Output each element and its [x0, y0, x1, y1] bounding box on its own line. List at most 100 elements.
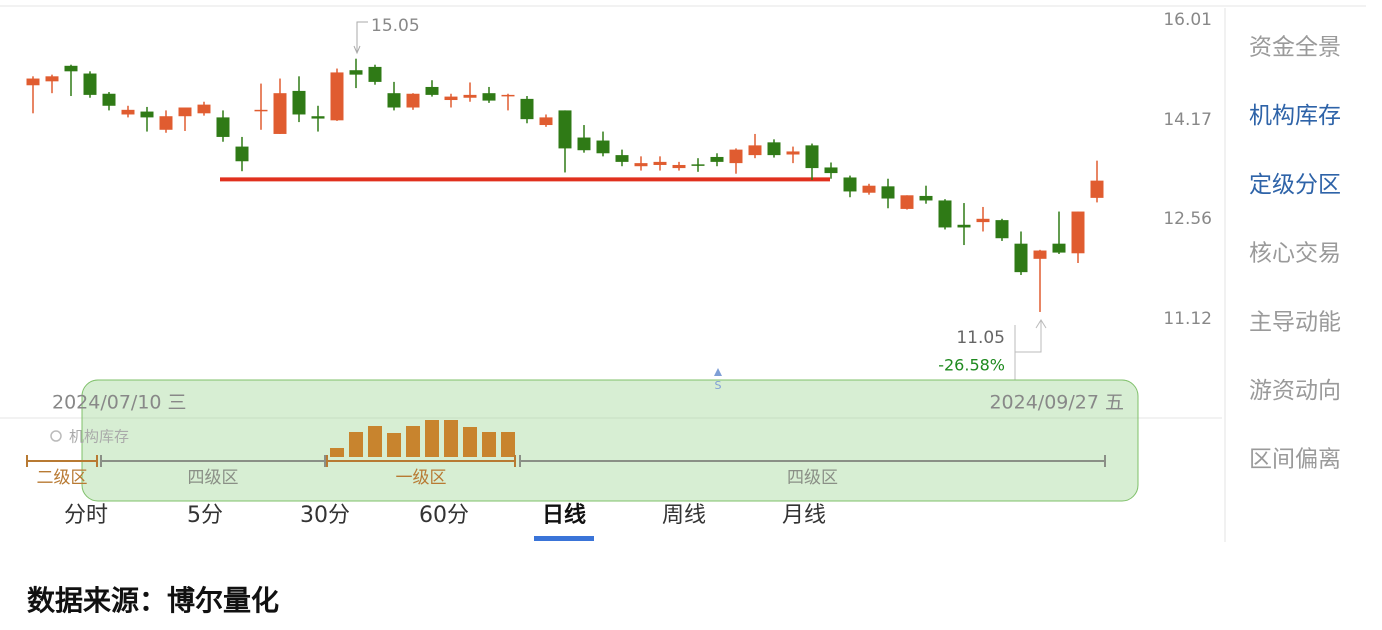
candle-body — [710, 156, 724, 162]
candle-body — [406, 93, 420, 108]
candle-body — [634, 163, 648, 167]
period-tab[interactable]: 日线 — [542, 502, 586, 528]
period-tab[interactable]: 5分 — [187, 503, 223, 528]
period-tab[interactable]: 分时 — [64, 503, 108, 528]
candle-body — [425, 86, 439, 95]
sidebar-item[interactable]: 区间偏离 — [1249, 447, 1341, 473]
inventory-bar — [425, 420, 439, 457]
y-tick-label: 12.56 — [1163, 209, 1212, 229]
y-tick-label: 11.12 — [1163, 309, 1212, 329]
candle-body — [349, 70, 363, 75]
candle-body — [273, 93, 287, 134]
candle-body — [805, 145, 819, 169]
candle-body — [900, 195, 914, 209]
high-pointer — [356, 21, 368, 52]
candle-body — [862, 185, 876, 193]
inventory-bar — [444, 420, 458, 457]
candle-body — [387, 93, 401, 108]
low-label: 11.05 — [956, 328, 1005, 348]
candle-body — [197, 104, 211, 114]
candle-body — [843, 177, 857, 192]
period-tab[interactable]: 周线 — [662, 503, 706, 528]
candle-body — [1014, 243, 1028, 273]
candle-body — [254, 109, 268, 112]
zone-label: 一级区 — [396, 468, 447, 488]
candle-body — [748, 145, 762, 156]
y-tick-label: 16.01 — [1163, 10, 1212, 30]
tab-underline — [534, 536, 594, 541]
candle-body — [501, 94, 515, 97]
candle-body — [178, 107, 192, 117]
high-label: 15.05 — [371, 16, 420, 36]
zone-label: 二级区 — [37, 468, 88, 488]
signal-letter: S — [715, 379, 722, 392]
candle-body — [83, 73, 97, 95]
candle-body — [64, 65, 78, 72]
candle-body — [1033, 250, 1047, 259]
candle-body — [881, 186, 895, 199]
candle-body — [482, 93, 496, 101]
sidebar-item[interactable]: 资金全景 — [1249, 35, 1341, 61]
inventory-bar — [387, 433, 401, 457]
candle-body — [691, 164, 705, 166]
low-arrow — [1035, 319, 1047, 329]
high-arrow — [353, 45, 361, 55]
source: 数据来源：博尔量化 — [27, 584, 279, 617]
inventory-bar — [406, 426, 420, 457]
candle-body — [767, 142, 781, 156]
inventory-bar — [349, 432, 363, 457]
candle-body — [520, 98, 534, 120]
period-tab[interactable]: 30分 — [300, 503, 350, 528]
period-tab[interactable]: 月线 — [782, 503, 826, 528]
candle-body — [159, 116, 173, 130]
signal-marker — [714, 368, 722, 376]
candle-body — [1071, 211, 1085, 254]
candle-body — [140, 111, 154, 118]
inventory-bar — [330, 448, 344, 457]
panel-title: 机构库存 — [69, 428, 129, 446]
candle-body — [786, 151, 800, 155]
period-tab[interactable]: 60分 — [419, 503, 469, 528]
candle-body — [596, 140, 610, 154]
candle-body — [444, 96, 458, 101]
candle-body — [368, 66, 382, 82]
candle-body — [463, 94, 477, 98]
candle-body — [558, 110, 572, 149]
date-label: 2024/07/10 三 — [52, 392, 187, 414]
change-label: -26.58% — [938, 356, 1005, 375]
low-pointer — [1014, 320, 1042, 380]
zone-overlay — [81, 379, 1139, 502]
sidebar-item[interactable]: 核心交易 — [1249, 241, 1341, 267]
candle-body — [957, 224, 971, 228]
candle-body — [235, 146, 249, 162]
candle-body — [615, 155, 629, 162]
inventory-bar — [501, 432, 515, 457]
inventory-bar — [368, 426, 382, 457]
inventory-bar — [482, 432, 496, 457]
candle-body — [330, 72, 344, 121]
candle-body — [577, 137, 591, 151]
sidebar-item[interactable]: 主导动能 — [1249, 309, 1341, 335]
candle-body — [938, 200, 952, 228]
zone-label: 四级区 — [787, 468, 838, 488]
candle-body — [653, 161, 667, 165]
candle-body — [216, 117, 230, 137]
candle-body — [539, 117, 553, 126]
candle-body — [26, 78, 40, 86]
inventory-bar — [463, 427, 477, 457]
sidebar-item[interactable]: 游资动向 — [1249, 378, 1341, 404]
candle-body — [672, 164, 686, 169]
sidebar-item[interactable]: 定级分区 — [1249, 172, 1341, 198]
candle-body — [1052, 243, 1066, 253]
y-tick-label: 14.17 — [1163, 110, 1212, 130]
candle-body — [729, 149, 743, 164]
candle-body — [1090, 180, 1104, 198]
candle-body — [824, 167, 838, 174]
plot: 16.01 14.17 12.56 11.12 15.05 11.05 -26.58% — [26, 10, 1212, 380]
candle-body — [995, 220, 1009, 239]
candle-body — [102, 93, 116, 106]
candle-body — [292, 90, 306, 115]
sidebar-item[interactable]: 机构库存 — [1249, 103, 1341, 129]
